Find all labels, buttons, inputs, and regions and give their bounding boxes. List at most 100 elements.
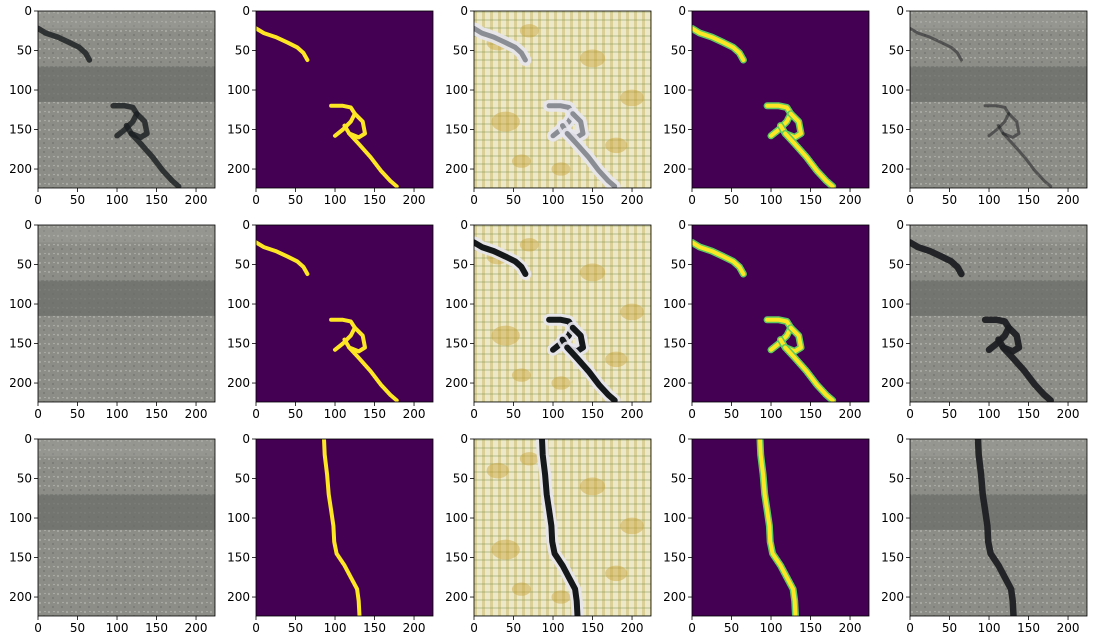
x-tick-label: 0: [470, 407, 478, 421]
x-tick-label: 50: [942, 193, 957, 207]
panel-r1-c5: 0 50 100 150 200 0 50 100 150 200: [881, 4, 1088, 207]
y-tick-label: 100: [881, 297, 904, 311]
y-tick-label: 150: [227, 123, 250, 137]
x-tick-label: 200: [839, 193, 862, 207]
x-tick-label: 50: [942, 621, 957, 635]
crack-stroke: [997, 112, 1021, 139]
x-tick-label: 200: [1057, 407, 1080, 421]
heat-blob: [605, 565, 628, 582]
y-tick-label: 200: [881, 376, 904, 390]
x-tick-label: 150: [1017, 407, 1040, 421]
y-tick-label: 200: [9, 376, 32, 390]
x-tick-label: 0: [470, 621, 478, 635]
axes-frame: [691, 224, 870, 403]
heat-blob: [551, 162, 571, 176]
panel-image-photo: [38, 439, 215, 616]
y-tick-label: 150: [881, 337, 904, 351]
x-tick-label: 0: [906, 193, 914, 207]
y-tick-label: 0: [896, 4, 904, 18]
y-tick-label: 150: [9, 123, 32, 137]
y-tick-label: 0: [242, 218, 250, 232]
y-tick-label: 150: [227, 551, 250, 565]
x-tick-label: 100: [324, 621, 347, 635]
y-tick-label: 0: [678, 432, 686, 446]
x-tick-label: 150: [799, 621, 822, 635]
x-tick-label: 200: [185, 407, 208, 421]
y-tick-label: 150: [445, 551, 468, 565]
panel-image-prediction: [692, 439, 869, 616]
y-tick-label: 50: [453, 472, 468, 486]
axes-frame: [37, 224, 216, 403]
y-tick-label: 0: [460, 4, 468, 18]
y-tick-label: 50: [671, 258, 686, 272]
panel-image-heatmap: [474, 11, 651, 188]
axes-frame: [255, 10, 434, 189]
y-tick-label: 0: [678, 4, 686, 18]
x-tick-label: 150: [363, 621, 386, 635]
y-tick-label: 0: [24, 4, 32, 18]
x-tick-label: 200: [185, 621, 208, 635]
y-tick-label: 100: [227, 511, 250, 525]
heat-blob: [579, 49, 606, 68]
y-tick-label: 50: [17, 258, 32, 272]
x-tick-label: 150: [363, 407, 386, 421]
x-tick-label: 150: [1017, 621, 1040, 635]
panel-image-photo: [38, 225, 215, 402]
axes-frame: [473, 10, 652, 189]
panel-image-photo: [910, 11, 1087, 188]
panel-r3-c1: 0 50 100 150 200 0 50 100 150 200: [9, 432, 216, 635]
x-tick-label: 100: [324, 193, 347, 207]
x-tick-label: 150: [799, 193, 822, 207]
x-tick-label: 0: [906, 621, 914, 635]
x-tick-label: 50: [288, 621, 303, 635]
y-tick-label: 200: [227, 590, 250, 604]
y-tick-label: 100: [663, 83, 686, 97]
panel-image-photo: [910, 439, 1087, 616]
axes-frame: [255, 438, 434, 617]
heat-core: [474, 25, 528, 63]
panel-image-heatmap: [474, 225, 651, 402]
y-tick-label: 200: [881, 590, 904, 604]
panel-image-mask: [256, 225, 433, 402]
x-tick-label: 0: [34, 407, 42, 421]
mask-stroke: [256, 240, 310, 276]
y-tick-label: 100: [663, 297, 686, 311]
x-tick-label: 150: [363, 193, 386, 207]
panel-r1-c2: 0 50 100 150 200 0 50 100 150 200: [227, 4, 434, 207]
crack-stroke: [974, 439, 1017, 616]
heat-blob: [491, 111, 520, 132]
y-tick-label: 50: [235, 258, 250, 272]
panel-image-prediction: [692, 11, 869, 188]
crack-stroke: [38, 25, 93, 63]
y-tick-label: 50: [671, 472, 686, 486]
heat-blob: [620, 89, 644, 107]
x-tick-label: 50: [288, 407, 303, 421]
panel-r3-c5: 0 50 100 150 200 0 50 100 150 200: [881, 432, 1088, 635]
y-tick-label: 50: [453, 44, 468, 58]
x-tick-label: 100: [106, 193, 129, 207]
x-tick-label: 200: [403, 407, 426, 421]
panel-r2-c3: 0 50 100 150 200 0 50 100 150 200: [445, 218, 652, 421]
y-tick-label: 200: [663, 162, 686, 176]
crack-stroke: [1001, 132, 1053, 188]
y-tick-label: 100: [663, 511, 686, 525]
panel-r2-c4: 0 50 100 150 200 0 50 100 150 200: [663, 218, 870, 421]
axes-frame: [255, 224, 434, 403]
axes-frame: [909, 10, 1088, 189]
axes-frame: [37, 10, 216, 189]
panel-r3-c3: 0 50 100 150 200 0 50 100 150 200: [445, 432, 652, 635]
heat-core: [539, 439, 581, 616]
y-tick-label: 0: [896, 218, 904, 232]
heat-core: [564, 344, 618, 402]
x-tick-label: 50: [506, 193, 521, 207]
y-tick-label: 50: [889, 258, 904, 272]
x-tick-label: 100: [106, 407, 129, 421]
heat-blob: [620, 517, 644, 535]
x-tick-label: 100: [760, 193, 783, 207]
y-tick-label: 200: [663, 590, 686, 604]
y-tick-label: 0: [24, 218, 32, 232]
panels-layer: 0 50 100 150 200 0 50 100 150 200 0 50 100 150 200 0 50 1…: [9, 4, 1088, 635]
x-tick-label: 0: [906, 407, 914, 421]
x-tick-label: 200: [1057, 193, 1080, 207]
axes-frame: [473, 438, 652, 617]
